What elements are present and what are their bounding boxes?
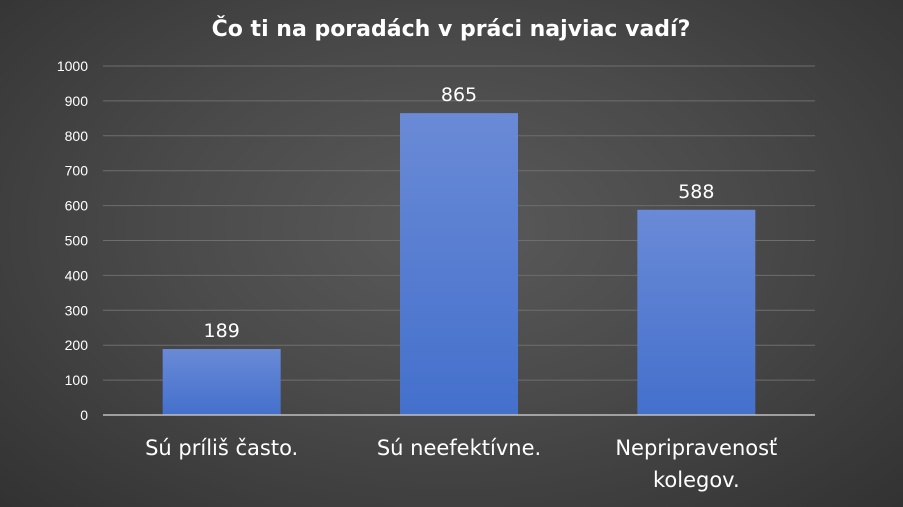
data-label: 865 xyxy=(441,84,477,106)
y-tick-label: 300 xyxy=(65,302,89,318)
y-tick-label: 900 xyxy=(65,93,89,109)
bars xyxy=(162,113,756,416)
bar xyxy=(637,209,756,415)
y-axis-ticks: 0 100 200 300 400 500 600 700 800 900 1000 xyxy=(57,58,88,423)
x-axis-ticks: Sú príliš často. Sú neefektívne. Nepriprav… xyxy=(145,436,777,492)
data-label: 189 xyxy=(204,320,240,342)
x-tick-label: kolegov. xyxy=(653,468,740,492)
bar xyxy=(162,349,281,415)
x-tick-label: Nepripravenosť xyxy=(615,436,777,460)
x-tick-label: Sú príliš často. xyxy=(145,436,298,460)
y-tick-label: 1000 xyxy=(57,58,88,74)
y-tick-label: 600 xyxy=(65,198,89,214)
y-tick-label: 100 xyxy=(65,372,89,388)
y-tick-label: 800 xyxy=(65,128,89,144)
y-tick-label: 700 xyxy=(65,163,89,179)
bar xyxy=(400,113,518,416)
x-tick-label: Sú neefektívne. xyxy=(377,436,541,460)
data-label: 588 xyxy=(678,181,714,203)
y-tick-label: 200 xyxy=(65,337,89,353)
y-tick-label: 0 xyxy=(80,407,88,423)
data-labels: 189 865 588 xyxy=(204,84,715,342)
y-tick-label: 400 xyxy=(65,267,89,283)
y-tick-label: 500 xyxy=(65,233,89,249)
chart-title: Čo ti na poradách v práci najviac vadí? xyxy=(212,16,691,42)
